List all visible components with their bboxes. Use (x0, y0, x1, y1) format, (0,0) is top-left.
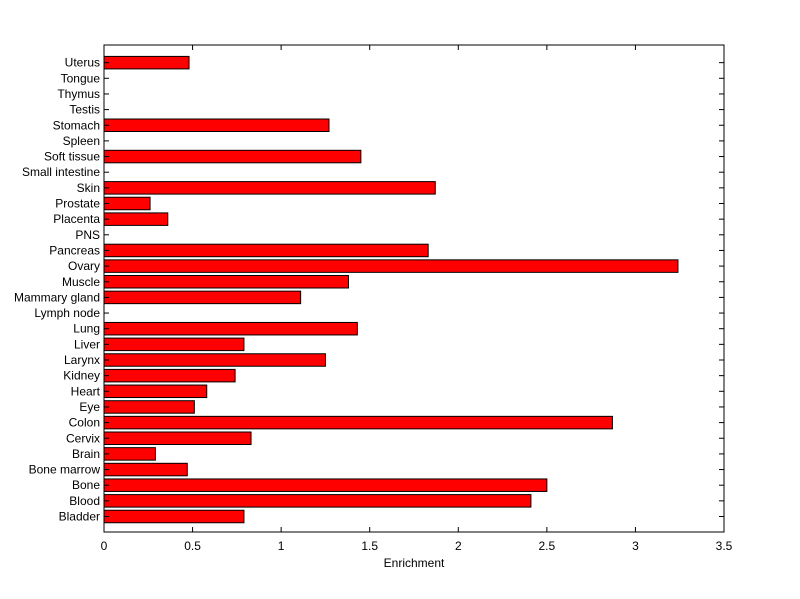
y-tick-label-cervix: Cervix (66, 431, 100, 445)
y-tick-label-uterus: Uterus (65, 56, 100, 70)
bar-bladder (103, 509, 245, 524)
y-tick-label-skin: Skin (77, 181, 100, 195)
bar-pancreas (103, 243, 429, 258)
x-tick-label: 1 (278, 539, 285, 553)
x-tick-label: 0.5 (184, 539, 201, 553)
x-tick-label: 0 (101, 539, 108, 553)
bar-larynx (103, 353, 326, 367)
x-tick-label: 1.5 (361, 539, 378, 553)
y-tick-label-muscle: Muscle (62, 275, 100, 289)
y-tick-label-lymph-node: Lymph node (34, 306, 100, 320)
y-tick-label-brain: Brain (72, 447, 100, 461)
bar-liver (103, 337, 245, 352)
bar-soft-tissue (103, 149, 362, 164)
y-tick-label-larynx: Larynx (64, 353, 100, 367)
x-axis-title: Enrichment (384, 556, 445, 570)
y-tick-label-small-intestine: Small intestine (22, 165, 100, 179)
y-tick-label-placenta: Placenta (53, 212, 100, 226)
bar-lung (103, 321, 358, 336)
y-tick-label-pns: PNS (75, 228, 100, 242)
bar-stomach (103, 118, 330, 132)
y-tick-label-soft-tissue: Soft tissue (44, 150, 100, 164)
bar-kidney (103, 368, 236, 383)
bar-mammary-gland (103, 290, 302, 305)
bar-colon (103, 415, 613, 430)
x-tick-label: 3.5 (716, 539, 733, 553)
y-tick-label-prostate: Prostate (55, 197, 100, 211)
y-tick-label-spleen: Spleen (63, 134, 100, 148)
bar-brain (103, 447, 156, 461)
y-tick-label-tongue: Tongue (61, 71, 101, 85)
x-tick-label: 2 (455, 539, 462, 553)
ticks-group (103, 45, 725, 532)
y-tick-label-bone-marrow: Bone marrow (29, 463, 101, 477)
y-tick-label-bone: Bone (72, 478, 100, 492)
bar-eye (103, 400, 195, 414)
x-tick-label: 3 (632, 539, 639, 553)
y-tick-label-bladder: Bladder (59, 510, 100, 524)
bar-cervix (103, 431, 252, 445)
y-tick-label-testis: Testis (69, 103, 100, 117)
y-tick-label-colon: Colon (69, 416, 100, 430)
bar-muscle (103, 275, 349, 289)
bar-prostate (103, 196, 151, 211)
bar-skin (103, 181, 436, 195)
bar-bone-marrow (103, 462, 188, 477)
bar-heart (103, 384, 208, 399)
x-tick-label: 2.5 (539, 539, 556, 553)
bar-blood (103, 494, 532, 508)
bar-placenta (103, 212, 169, 226)
y-tick-label-mammary-gland: Mammary gland (14, 290, 100, 304)
y-tick-label-lung: Lung (73, 322, 100, 336)
y-tick-label-ovary: Ovary (68, 259, 100, 273)
y-tick-label-liver: Liver (74, 337, 100, 351)
y-tick-label-kidney: Kidney (63, 369, 100, 383)
y-tick-label-thymus: Thymus (57, 87, 100, 101)
y-tick-label-heart: Heart (71, 384, 101, 398)
x-tick-labels: 0 0.5 1 1.5 2 2.5 3 3.5 (101, 539, 733, 553)
y-tick-label-blood: Blood (69, 494, 100, 508)
bar-bone (103, 478, 548, 492)
y-tick-label-eye: Eye (79, 400, 100, 414)
y-tick-label-pancreas: Pancreas (49, 243, 100, 257)
bar-uterus (103, 55, 190, 70)
y-tick-label-stomach: Stomach (53, 118, 100, 132)
plot-frame (103, 44, 725, 533)
bar-ovary (103, 259, 679, 273)
